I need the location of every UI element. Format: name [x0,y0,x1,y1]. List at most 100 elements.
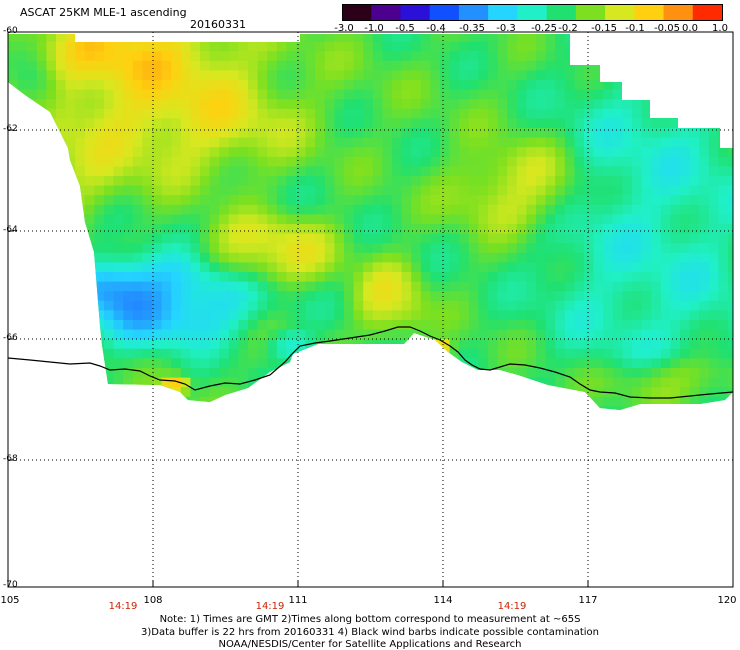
field-cell [267,108,278,119]
field-cell [353,320,364,330]
field-cell [420,291,431,302]
field-cell [555,406,566,410]
field-cell [248,368,258,378]
field-cell [411,195,422,206]
field-cell [584,51,594,62]
field-cell [190,204,201,215]
field-cell [84,204,95,215]
field-cell [238,166,249,177]
field-cell [372,252,383,263]
field-cell [305,89,316,100]
field-cell [276,224,287,234]
field-cell [593,339,604,350]
field-cell [660,80,671,90]
field-cell [142,156,153,167]
field-cell [728,185,733,196]
field-cell [334,272,345,282]
field-cell [104,348,114,359]
field-cell [315,368,326,378]
field-cell [27,233,38,244]
field-cell [228,387,239,398]
field-cell [392,387,402,398]
field-cell [344,185,354,196]
field-cell [238,243,249,254]
field-cell [449,147,460,158]
field-cell [622,204,633,215]
field-cell [555,377,566,388]
field-cell [660,224,671,234]
field-cell [545,339,556,350]
field-cell [526,426,536,436]
field-cell [516,358,527,369]
field-cell [708,214,719,225]
field-cell [392,128,402,138]
field-cell [651,195,662,206]
field-cell [382,358,393,369]
field-cell [536,70,546,81]
field-cell [248,224,258,234]
field-cell [449,156,460,167]
field-cell [488,426,498,436]
field-cell [440,233,450,244]
field-cell [420,252,431,263]
field-cell [219,70,230,81]
field-cell [564,204,575,215]
field-cell [449,291,460,302]
field-cell [190,195,201,206]
field-cell [555,128,566,138]
lon-label: 114 [433,595,453,606]
field-cell [670,320,681,330]
field-cell [36,80,47,90]
field-cell [401,89,412,100]
field-cell [286,320,297,330]
field-cell [392,60,402,71]
field-cell [353,60,364,71]
field-cell [420,195,431,206]
field-cell [488,128,498,138]
field-cell [603,176,614,186]
field-cell [526,396,537,407]
field-cell [382,387,393,398]
field-cell [248,426,258,436]
field-cell [133,416,143,426]
field-cell [209,387,220,398]
field-cell [584,329,594,340]
field-cell [171,60,182,71]
field-cell [488,60,498,71]
field-cell [36,214,47,225]
field-cell [276,252,287,263]
field-cell [689,233,700,244]
field-cell [488,272,498,282]
field-cell [574,348,585,359]
field-cell [507,243,518,254]
field-cell [584,70,594,81]
field-cell [574,185,585,196]
field-cell [152,51,162,62]
field-cell [440,396,450,407]
field-cell [200,406,210,410]
field-cell [132,99,143,110]
field-cell [94,185,105,196]
field-cell [420,329,431,340]
field-cell [545,396,556,407]
field-cell [708,243,719,254]
field-cell [689,99,700,110]
field-cell [708,281,719,292]
field-cell [142,166,153,177]
field-cell [267,329,278,340]
field-cell [84,243,95,254]
field-cell [238,70,249,81]
field-cell [200,156,210,167]
field-cell [84,291,95,302]
field-cell [612,233,623,244]
field-cell [498,426,508,436]
field-cell [209,185,220,196]
field-cell [584,377,594,388]
field-cell [459,243,470,254]
field-cell [353,358,364,369]
field-cell [584,156,594,167]
field-cell [651,176,662,186]
field-cell [584,300,594,311]
field-cell [46,348,57,359]
field-cell [238,51,249,62]
